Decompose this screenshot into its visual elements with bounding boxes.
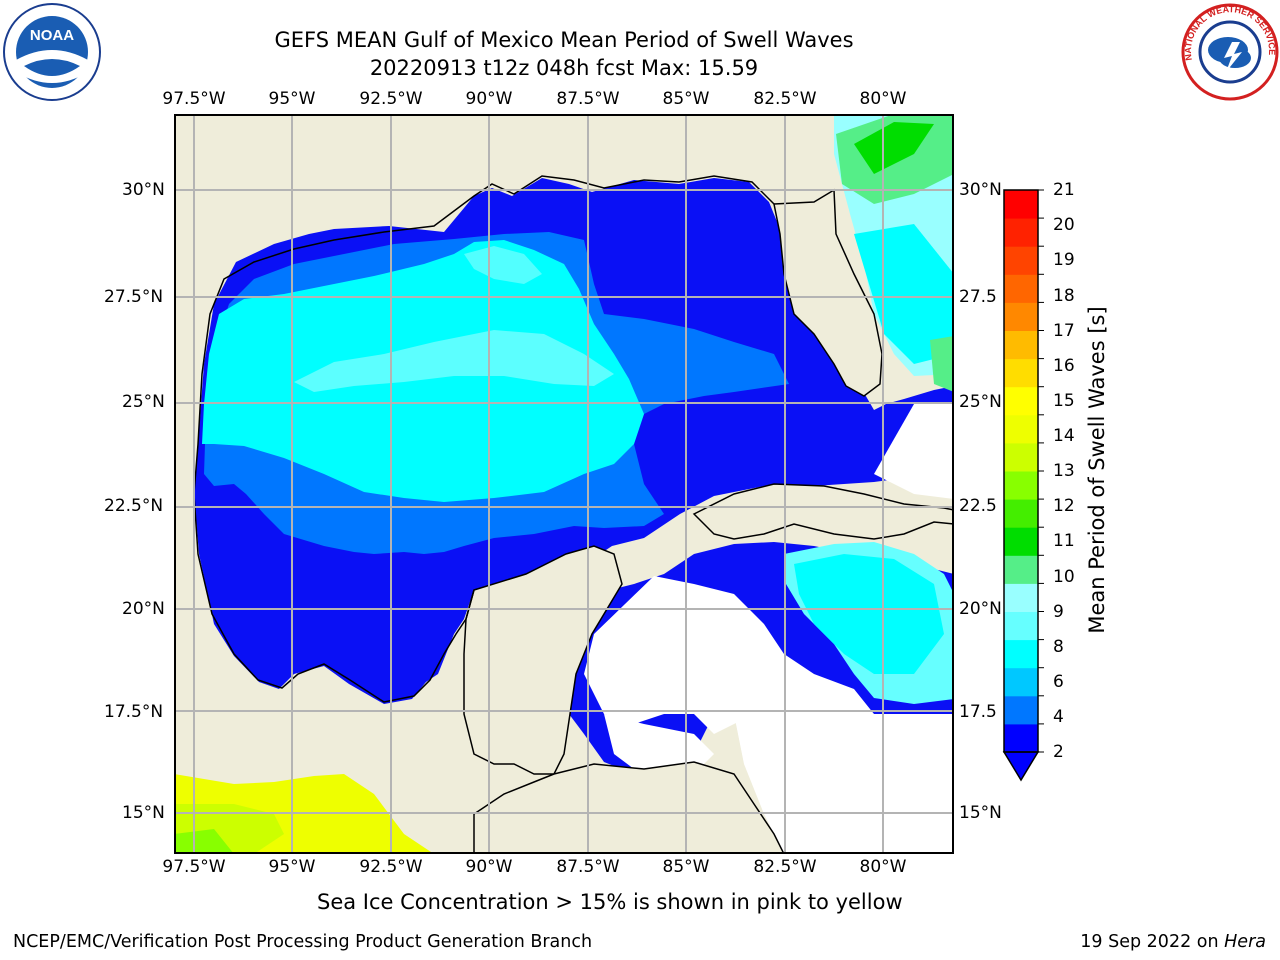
colorbar-tick-13: 13 bbox=[1053, 461, 1075, 481]
colorbar-tick-14: 14 bbox=[1053, 426, 1075, 446]
colorbar-tick-21: 21 bbox=[1053, 180, 1075, 200]
lon-label-bottom-7: 80°W bbox=[859, 857, 907, 877]
colorbar-segment bbox=[1004, 246, 1038, 275]
colorbar-segment bbox=[1004, 695, 1038, 725]
footer-date-text: 19 Sep 2022 on bbox=[1080, 932, 1225, 952]
colorbar-segment bbox=[1004, 583, 1038, 612]
lon-label-top-6: 82.5°W bbox=[753, 89, 817, 109]
footer-date: 19 Sep 2022 on Hera bbox=[1080, 932, 1266, 952]
colorbar-segment bbox=[1004, 190, 1038, 219]
lon-label-top-0: 97.5°W bbox=[162, 89, 226, 109]
map-gridlines bbox=[174, 114, 954, 854]
lat-label-left-0: 30°N bbox=[122, 180, 165, 200]
colorbar-tick-4: 4 bbox=[1053, 707, 1064, 727]
yucatan-land bbox=[463, 545, 623, 775]
sea-ice-caption: Sea Ice Concentration > 15% is shown in … bbox=[317, 890, 903, 914]
caribbean-no-data bbox=[584, 576, 874, 734]
lat-label-right-0: 30°N bbox=[959, 180, 1002, 200]
colorbar-segment bbox=[1004, 723, 1038, 753]
lat-label-right-6: 15°N bbox=[959, 803, 1002, 823]
colorbar-tick-8: 8 bbox=[1053, 637, 1064, 657]
colorbar-tick-17: 17 bbox=[1053, 321, 1075, 341]
lat-label-left-3: 22.5°N bbox=[104, 496, 164, 516]
chart-title: GEFS MEAN Gulf of Mexico Mean Period of … bbox=[274, 28, 854, 52]
colorbar-segment bbox=[1004, 555, 1038, 584]
lat-label-left-4: 20°N bbox=[122, 599, 165, 619]
colorbar-segment bbox=[1004, 667, 1038, 697]
colorbar-extend-arrow bbox=[1002, 751, 1040, 782]
colorbar-segment bbox=[1004, 386, 1038, 416]
lat-label-left-2: 25°N bbox=[122, 392, 165, 412]
colorbar-tick-16: 16 bbox=[1053, 356, 1075, 376]
colorbar-segment bbox=[1004, 358, 1038, 388]
lat-label-left-5: 17.5°N bbox=[104, 702, 164, 722]
colorbar-segment bbox=[1004, 499, 1038, 528]
florida-land bbox=[773, 188, 883, 397]
noaa-logo-text: NOAA bbox=[30, 27, 74, 44]
lon-label-top-1: 95°W bbox=[268, 89, 316, 109]
colorbar-segment bbox=[1004, 442, 1038, 472]
footer-host: Hera bbox=[1224, 932, 1266, 952]
lat-label-right-2: 25°N bbox=[959, 392, 1002, 412]
colorbar-tick-9: 9 bbox=[1053, 602, 1064, 622]
lon-label-bottom-2: 92.5°W bbox=[359, 857, 423, 877]
lon-label-top-2: 92.5°W bbox=[359, 89, 423, 109]
colorbar-segment bbox=[1004, 527, 1038, 556]
central-america-land bbox=[473, 761, 785, 854]
lon-label-bottom-0: 97.5°W bbox=[162, 857, 226, 877]
lon-label-top-5: 85°W bbox=[662, 89, 710, 109]
cuba-land bbox=[692, 483, 954, 540]
colorbar-segment bbox=[1004, 414, 1038, 444]
colorbar-tick-20: 20 bbox=[1053, 215, 1075, 235]
lat-label-left-1: 27.5°N bbox=[104, 287, 164, 307]
lon-label-bottom-1: 95°W bbox=[268, 857, 316, 877]
colorbar-label: Mean Period of Swell Waves [s] bbox=[1085, 306, 1109, 634]
colorbar-segment bbox=[1004, 471, 1038, 500]
colorbar-segment bbox=[1004, 611, 1038, 641]
footer-credit: NCEP/EMC/Verification Post Processing Pr… bbox=[13, 932, 593, 952]
gulf-waves-streak bbox=[294, 330, 614, 392]
colorbar-tick-18: 18 bbox=[1053, 286, 1075, 306]
lat-label-right-1: 27.5 bbox=[959, 287, 997, 307]
lat-label-right-5: 17.5 bbox=[959, 702, 997, 722]
colorbar bbox=[1002, 189, 1044, 782]
lon-label-bottom-4: 87.5°W bbox=[556, 857, 620, 877]
chart-subtitle: 20220913 t12z 048h fcst Max: 15.59 bbox=[369, 56, 759, 80]
lat-label-right-3: 22.5 bbox=[959, 496, 997, 516]
colorbar-tick-12: 12 bbox=[1053, 496, 1075, 516]
lon-label-top-7: 80°W bbox=[859, 89, 907, 109]
colorbar-tick-2: 2 bbox=[1053, 742, 1064, 762]
gulf-of-mexico-map bbox=[174, 114, 954, 854]
colorbar-segment bbox=[1004, 330, 1038, 360]
colorbar-tick-10: 10 bbox=[1053, 567, 1075, 587]
colorbar-segment bbox=[1004, 302, 1038, 331]
noaa-logo: NOAA bbox=[2, 2, 102, 106]
lon-label-top-4: 87.5°W bbox=[556, 89, 620, 109]
colorbar-segment bbox=[1004, 274, 1038, 303]
lon-label-top-3: 90°W bbox=[465, 89, 513, 109]
lon-label-bottom-3: 90°W bbox=[465, 857, 513, 877]
nws-logo: NATIONAL WEATHER SERVICE bbox=[1180, 2, 1280, 106]
colorbar-tick-15: 15 bbox=[1053, 391, 1075, 411]
colorbar-tick-19: 19 bbox=[1053, 250, 1075, 270]
colorbar-segment bbox=[1004, 218, 1038, 247]
lon-label-bottom-6: 82.5°W bbox=[753, 857, 817, 877]
colorbar-tick-6: 6 bbox=[1053, 672, 1064, 692]
lat-label-left-6: 15°N bbox=[122, 803, 165, 823]
lon-label-bottom-5: 85°W bbox=[662, 857, 710, 877]
colorbar-segment bbox=[1004, 639, 1038, 669]
lat-label-right-4: 20°N bbox=[959, 599, 1002, 619]
colorbar-tick-11: 11 bbox=[1053, 531, 1075, 551]
